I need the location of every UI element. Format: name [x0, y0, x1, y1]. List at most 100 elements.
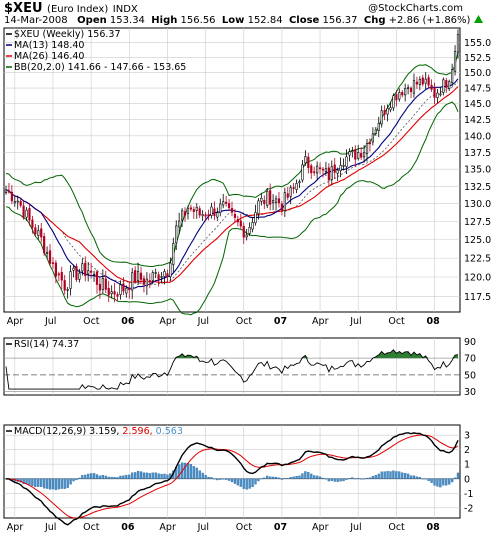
- candle-body: [433, 87, 436, 98]
- candle-body: [189, 207, 193, 210]
- price-y-tick-label: 152.5: [464, 53, 491, 64]
- price-y-tick-label: 135.0: [464, 165, 491, 176]
- open-value: 153.34: [109, 15, 145, 26]
- candle-body: [456, 34, 460, 53]
- macd-histogram-bar: [192, 466, 195, 479]
- candle-body: [274, 198, 278, 203]
- macd-histogram-bar: [122, 475, 125, 479]
- macd-histogram-bar: [189, 464, 193, 479]
- macd-histogram-bar: [89, 473, 93, 479]
- candle-body: [166, 273, 169, 277]
- macd-histogram-bar: [87, 473, 90, 479]
- price-x-tick-label: Jul: [44, 316, 56, 327]
- macd-histogram-bar: [424, 478, 427, 480]
- close-label: Close: [288, 15, 320, 26]
- macd-histogram-bar: [266, 475, 269, 479]
- quote-line: 14-Mar-2008 Open 153.34 High 156.56 Low …: [4, 15, 483, 26]
- candle-body: [213, 208, 216, 216]
- macd-x-tick-label: Jul: [197, 522, 209, 533]
- macd-x-tick-label: Jul: [44, 522, 56, 533]
- macd-histogram-bar: [95, 474, 99, 479]
- candle-body: [263, 199, 266, 205]
- candle-body: [10, 191, 13, 202]
- candle-body: [110, 291, 113, 295]
- candle-body: [301, 164, 304, 181]
- macd-histogram-bar: [19, 478, 22, 483]
- macd-histogram-bar: [92, 473, 96, 479]
- macd-y-tick-label: 1: [464, 460, 470, 471]
- candle-body: [195, 206, 198, 211]
- macd-histogram-bar: [160, 473, 163, 479]
- candle-body: [360, 153, 363, 158]
- macd-histogram-bar: [40, 478, 43, 487]
- macd-histogram-bar: [163, 473, 166, 479]
- macd-histogram-bar: [342, 478, 345, 482]
- candle-body: [266, 191, 269, 206]
- candle-body: [175, 225, 178, 244]
- macd-x-tick-label: Apr: [312, 522, 329, 533]
- candle-body: [51, 262, 55, 264]
- macd-histogram-bar: [98, 475, 102, 479]
- candle-body: [40, 228, 43, 238]
- candle-body: [345, 156, 348, 167]
- candle-body: [401, 92, 404, 96]
- price-x-tick-label: Apr: [312, 316, 329, 327]
- price-x-tick-label: Oct: [388, 316, 405, 327]
- candle-body: [207, 214, 210, 217]
- macd-histogram-bar: [128, 474, 131, 479]
- macd-histogram-bar: [345, 478, 348, 480]
- candle-body: [181, 210, 184, 221]
- macd-line: [5, 432, 459, 526]
- macd-legend-part: 0.563: [156, 426, 183, 437]
- macd-x-tick-label: 07: [274, 522, 287, 533]
- price-y-tick-label: 122.5: [464, 254, 491, 265]
- price-y-tick-label: 142.5: [464, 115, 491, 126]
- candle-body: [418, 79, 421, 85]
- index-name: (Euro Index): [47, 4, 109, 15]
- candle-body: [342, 164, 345, 167]
- macd-x-tick-label: Jul: [349, 522, 361, 533]
- macd-histogram-bar: [442, 478, 445, 486]
- macd-histogram-bar: [269, 476, 272, 479]
- ma26-line: [5, 86, 459, 284]
- candle-body: [289, 187, 292, 197]
- candle-body: [439, 93, 442, 96]
- macd-histogram-bar: [283, 478, 286, 479]
- macd-histogram-bar: [195, 467, 198, 479]
- rsi-line: [5, 349, 459, 390]
- candle-body: [412, 80, 416, 94]
- macd-histogram-bar: [34, 478, 37, 488]
- candle-body: [116, 294, 119, 297]
- macd-histogram-bar: [336, 478, 339, 482]
- candle-body: [327, 167, 330, 181]
- candle-body: [295, 182, 298, 190]
- candle-body: [172, 243, 175, 265]
- candle-body: [101, 278, 104, 290]
- candle-body: [81, 263, 84, 272]
- candle-body: [92, 273, 96, 276]
- candle-body: [163, 271, 166, 277]
- candle-body: [148, 280, 151, 282]
- price-legend-label: MA(13) 148.40: [14, 40, 84, 51]
- macd-histogram-bar: [324, 478, 328, 480]
- candle-body: [31, 219, 34, 228]
- macd-histogram-bar: [409, 475, 413, 479]
- macd-histogram-bar: [374, 475, 377, 479]
- macd-histogram-bar: [271, 476, 275, 479]
- macd-histogram-bar: [377, 473, 380, 479]
- candle-body: [374, 129, 377, 134]
- macd-histogram-bar: [28, 478, 31, 485]
- macd-histogram-bar: [313, 475, 316, 479]
- macd-histogram-bar: [354, 478, 357, 480]
- macd-histogram-bar: [362, 478, 366, 480]
- macd-histogram-bar: [230, 478, 234, 483]
- macd-histogram-bar: [113, 477, 116, 479]
- macd-x-tick-label: Apr: [7, 522, 24, 533]
- macd-histogram-bar: [51, 478, 55, 490]
- macd-histogram-bar: [298, 475, 301, 479]
- macd-histogram-bar: [239, 478, 242, 487]
- macd-histogram-bar: [301, 473, 304, 479]
- macd-histogram-bar: [116, 477, 119, 479]
- candle-body: [354, 149, 357, 160]
